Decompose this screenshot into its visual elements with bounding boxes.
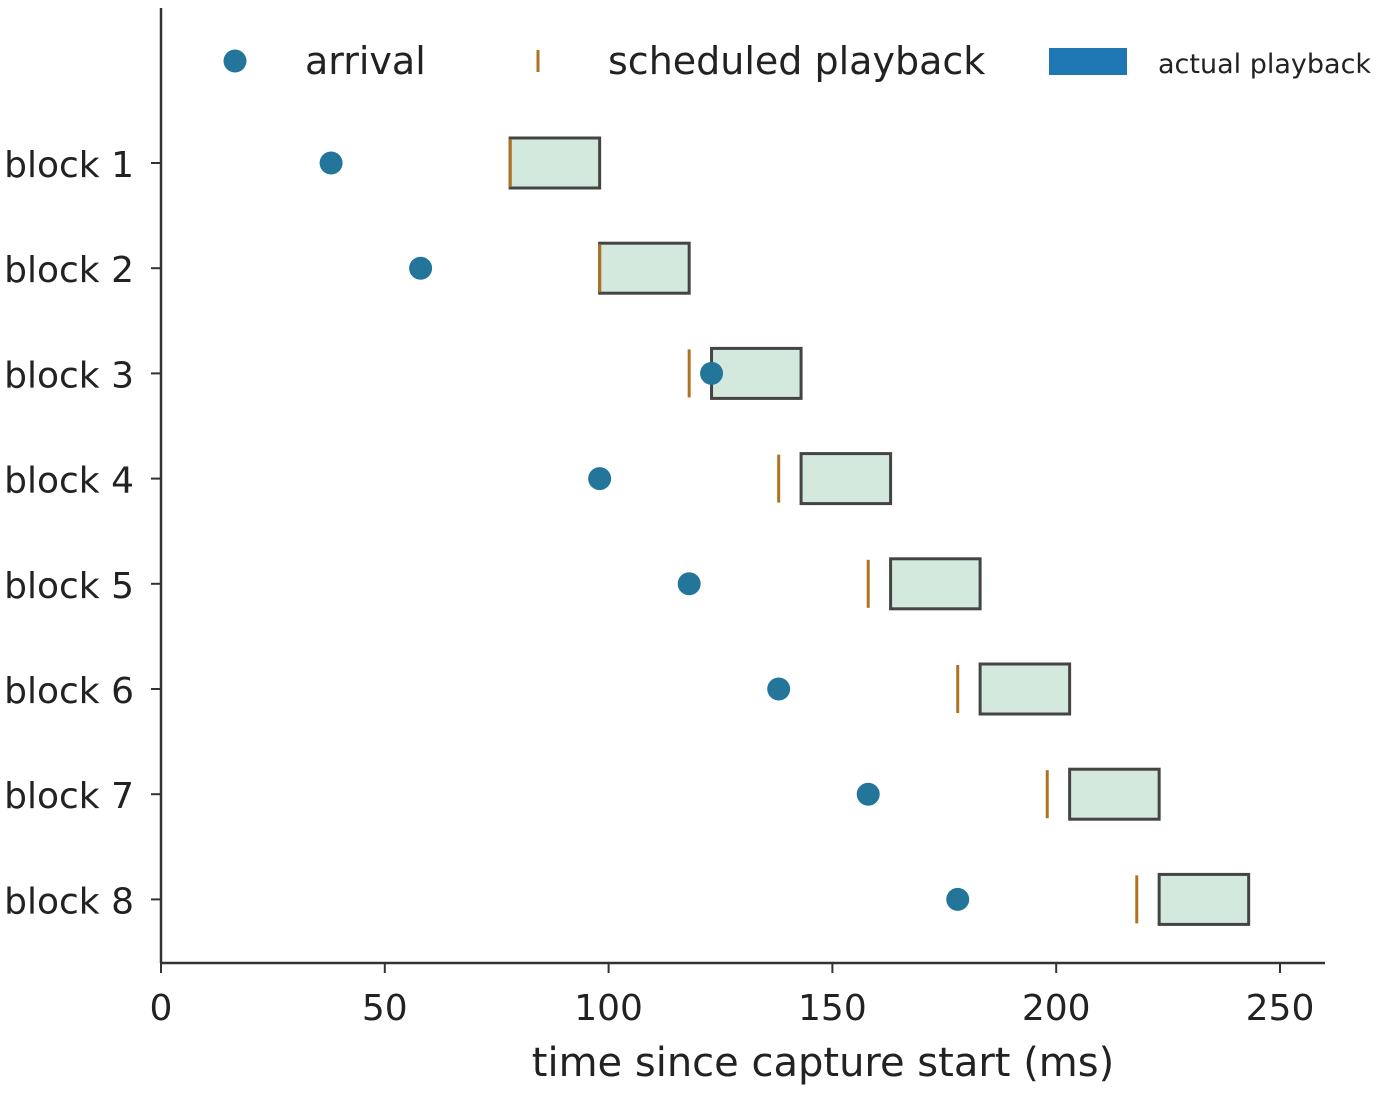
y-tick-label: block 2 xyxy=(4,250,134,291)
legend-arrival-marker xyxy=(223,49,247,73)
arrival-point xyxy=(588,467,612,491)
arrival-point xyxy=(856,782,880,806)
actual-playback-bar xyxy=(889,557,982,611)
actual-playback-bar xyxy=(799,452,893,506)
chart-marks xyxy=(319,136,1251,926)
y-tick-label: block 7 xyxy=(4,776,134,817)
x-tick-label: 200 xyxy=(1022,988,1091,1029)
x-tick-label: 0 xyxy=(150,988,173,1029)
tick-marks: 0 50 100 150 200 250 block 1 block 2 block 3 bloc… xyxy=(4,145,1314,1029)
arrival-point xyxy=(767,677,791,701)
arrival-point xyxy=(946,887,970,911)
y-tick-label: block 4 xyxy=(4,461,134,502)
y-tick-label: block 6 xyxy=(4,671,134,712)
actual-playback-bar xyxy=(978,662,1072,716)
y-tick-label: block 3 xyxy=(4,355,134,396)
arrival-point xyxy=(409,256,433,280)
arrival-point xyxy=(319,151,343,175)
arrival-point xyxy=(677,572,701,596)
actual-playback-bar xyxy=(1157,872,1251,926)
x-tick-label: 50 xyxy=(362,988,408,1029)
y-tick-label: block 1 xyxy=(4,145,134,186)
legend: arrival scheduled playback actual playback xyxy=(223,39,1371,83)
actual-playback-bar xyxy=(1068,767,1161,821)
x-tick-label: 250 xyxy=(1246,988,1315,1029)
axes xyxy=(159,8,1325,965)
legend-actual-label: actual playback xyxy=(1158,49,1371,80)
legend-scheduled-label: scheduled playback xyxy=(608,39,985,83)
actual-playback-bar xyxy=(710,346,803,400)
y-tick-label: block 8 xyxy=(4,881,134,922)
x-axis-title: time since capture start (ms) xyxy=(532,1040,1114,1086)
legend-actual-marker xyxy=(1049,48,1127,75)
actual-playback-bar xyxy=(598,241,691,295)
x-tick-label: 100 xyxy=(574,988,643,1029)
arrival-point xyxy=(700,361,724,385)
x-tick-label: 150 xyxy=(798,988,867,1029)
legend-arrival-label: arrival xyxy=(305,39,426,83)
y-tick-label: block 5 xyxy=(4,566,134,607)
actual-playback-bar xyxy=(508,136,602,190)
